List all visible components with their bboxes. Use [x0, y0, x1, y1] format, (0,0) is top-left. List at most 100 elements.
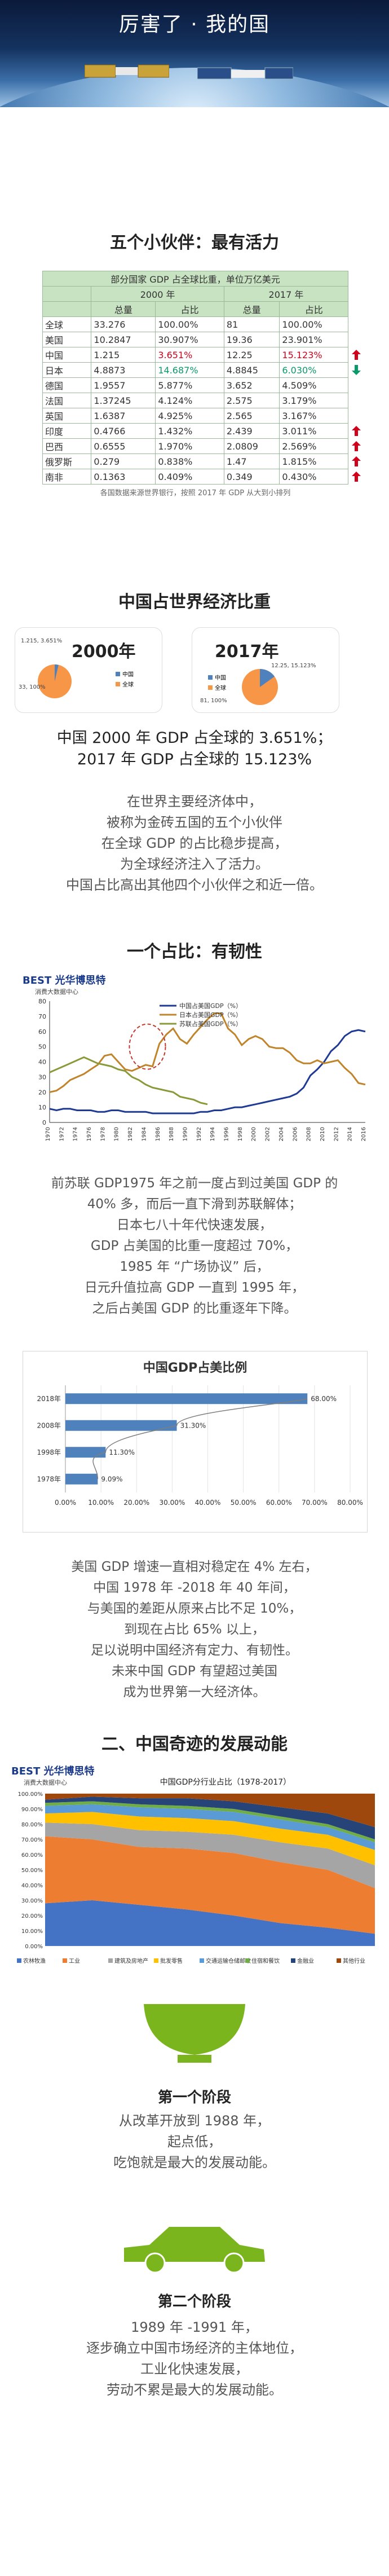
legend-world-swatch — [208, 685, 213, 690]
section-heading-partners: 五个小伙伴：最有活力 — [110, 233, 279, 253]
legend-swatch — [245, 1958, 250, 1963]
legend-label: 金融业 — [297, 1957, 314, 1965]
legend-label: 工业 — [69, 1958, 80, 1965]
legend-label: 批发零售 — [160, 1957, 183, 1965]
legend-label: 交通运输仓储邮政 — [206, 1957, 251, 1965]
legend-swatch — [200, 1958, 204, 1963]
value-cell: 0.6555 — [91, 438, 156, 454]
x-tick-label: 50.00% — [231, 1499, 257, 1507]
y-tick-label: 0 — [42, 1119, 46, 1126]
x-tick-label: 20.00% — [123, 1499, 149, 1507]
category-label: 2008年 — [37, 1421, 61, 1429]
country-cell: 巴西 — [42, 438, 92, 454]
satellite-icon — [85, 64, 169, 78]
value-cell: 4.124% — [155, 393, 224, 408]
value-cell: 1.47 — [223, 453, 280, 469]
table-row: 印度 0.4766 1.432% 2.439 3.011% — [42, 423, 348, 439]
pie-world-label: 33, 100% — [19, 684, 46, 690]
table-row: 美国 10.2847 30.907% 19.36 23.901% — [42, 332, 348, 347]
stage1-text: 从改革开放到 1988 年， 起点低， 吃饱就是最大的发展动能。 — [113, 2113, 276, 2170]
legend-china-swatch — [208, 675, 213, 680]
legend-china: 中国 — [122, 671, 134, 678]
y-tick-label: 100.00% — [18, 1791, 43, 1798]
x-tick-label: 1994 — [210, 1127, 216, 1141]
value-cell: 1.37245 — [91, 393, 156, 408]
category-label: 1978年 — [37, 1475, 61, 1483]
value-cell: 3.651% — [155, 347, 224, 363]
table-row: 巴西 0.6555 1.970% 2.0809 2.569% — [42, 438, 348, 454]
future-paragraph: 美国 GDP 增速一直相对稳定在 4% 左右， 中国 1978 年 -2018 … — [71, 1560, 318, 1699]
x-tick-label: 1986 — [155, 1127, 161, 1141]
legend-world: 全球 — [122, 681, 134, 688]
gdp-share-table: 部分国家 GDP 占全球比重，单位万亿美元 2000 年 2017 年 总量 占… — [42, 271, 349, 499]
year-2000-header: 2000 年 — [91, 286, 224, 302]
value-label: 68.00% — [311, 1395, 337, 1403]
y-tick-label: 60 — [38, 1028, 46, 1036]
pie-slice-china — [55, 664, 59, 681]
value-cell: 1.6387 — [91, 408, 156, 424]
legend-label: 住宿和餐饮 — [251, 1957, 280, 1965]
area-layer — [45, 1804, 375, 1850]
partners-paragraph: 在世界主要经济体中， 被称为金砖五国的五个小伙伴 在全球 GDP 的占比稳步提高… — [66, 794, 323, 893]
earth-image — [0, 68, 389, 107]
japan-series-line — [49, 1012, 366, 1093]
arrow-up-icon — [352, 456, 361, 466]
bar — [65, 1420, 177, 1431]
table-row: 全球 33.276 100.00% 81 100.00% — [42, 316, 348, 332]
pie-chart-2017: 2017年 12.25, 15.123% 81, 100% 中国 全球 — [200, 642, 316, 705]
table-row: 俄罗斯 0.279 0.838% 1.47 1.815% — [42, 453, 348, 469]
x-tick-label: 1988 — [169, 1127, 175, 1141]
x-tick-label: 1976 — [86, 1127, 92, 1141]
x-tick-label: 2010 — [320, 1127, 326, 1141]
value-cell: 12.25 — [223, 347, 280, 363]
value-cell: 3.179% — [279, 393, 348, 408]
pie-year-label: 2017年 — [215, 642, 279, 662]
value-cell: 4.509% — [279, 377, 348, 393]
value-cell: 15.123% — [279, 347, 348, 363]
brand-subtitle: 消费大数据中心 — [35, 988, 78, 996]
category-label: 1998年 — [37, 1448, 61, 1456]
brand-logo: BEST 光华博思特 — [11, 1765, 95, 1777]
value-cell: 0.349 — [223, 469, 280, 485]
resilience-paragraph: 前苏联 GDP1975 年之前一度占到过美国 GDP 的 40% 多，而后一直下… — [51, 1176, 338, 1316]
value-cell: 5.877% — [155, 377, 224, 393]
value-cell: 0.4766 — [91, 423, 156, 439]
bar — [65, 1447, 106, 1458]
x-tick-label: 1974 — [73, 1127, 79, 1141]
share-summary: 中国 2000 年 GDP 占全球的 3.651%； 2017 年 GDP 占全… — [56, 729, 333, 768]
table-footnote: 各国数据来源世界银行，按照 2017 年 GDP 从大到小排列 — [100, 488, 291, 497]
legend-swatch — [154, 1958, 158, 1963]
industry-share-area-chart: BEST 光华博思特 消费大数据中心 中国GDP分行业占比（1978-2017）… — [11, 1765, 375, 1965]
pie-china-label: 12.25, 15.123% — [271, 663, 316, 669]
value-cell: 3.011% — [279, 423, 348, 439]
value-cell: 4.8845 — [223, 362, 280, 378]
x-tick-label: 2004 — [279, 1127, 285, 1141]
country-cell: 日本 — [42, 362, 92, 378]
country-cell: 美国 — [42, 332, 92, 347]
value-cell: 1.815% — [279, 453, 348, 469]
legend-label: 中国占美国GDP（%） — [179, 1002, 242, 1010]
pie-chart-2000: 2000年 1.215, 3.651% 33, 100% 中国 全球 — [19, 638, 136, 698]
table-row: 法国 1.37245 4.124% 2.575 3.179% — [42, 393, 348, 408]
arrow-down-icon — [352, 365, 361, 375]
legend-swatch — [291, 1958, 295, 1963]
highlight-circle — [129, 1023, 166, 1070]
value-cell: 0.430% — [279, 469, 348, 485]
value-label: 9.09% — [101, 1475, 122, 1483]
country-cell: 俄罗斯 — [42, 453, 92, 469]
legend-label: 其他行业 — [343, 1957, 365, 1965]
ussr-series-line — [49, 1056, 208, 1106]
x-tick-label: 1992 — [196, 1127, 202, 1141]
area-layer — [45, 1801, 375, 1843]
x-tick-label: 60.00% — [266, 1499, 292, 1507]
legend-world: 全球 — [215, 684, 226, 692]
x-tick-label: 80.00% — [337, 1499, 363, 1507]
x-tick-label: 2002 — [265, 1127, 271, 1141]
y-tick-label: 80 — [38, 998, 46, 1005]
country-cell: 英国 — [42, 408, 92, 424]
value-cell: 10.2847 — [91, 332, 156, 347]
y-tick-label: 40.00% — [21, 1883, 43, 1889]
value-cell: 6.030% — [279, 362, 348, 378]
china-us-ratio-bar-chart: 中国GDP占美比例 0.00% 10.00% 20.00% 30.00% 40.00% 5… — [23, 1351, 368, 1533]
